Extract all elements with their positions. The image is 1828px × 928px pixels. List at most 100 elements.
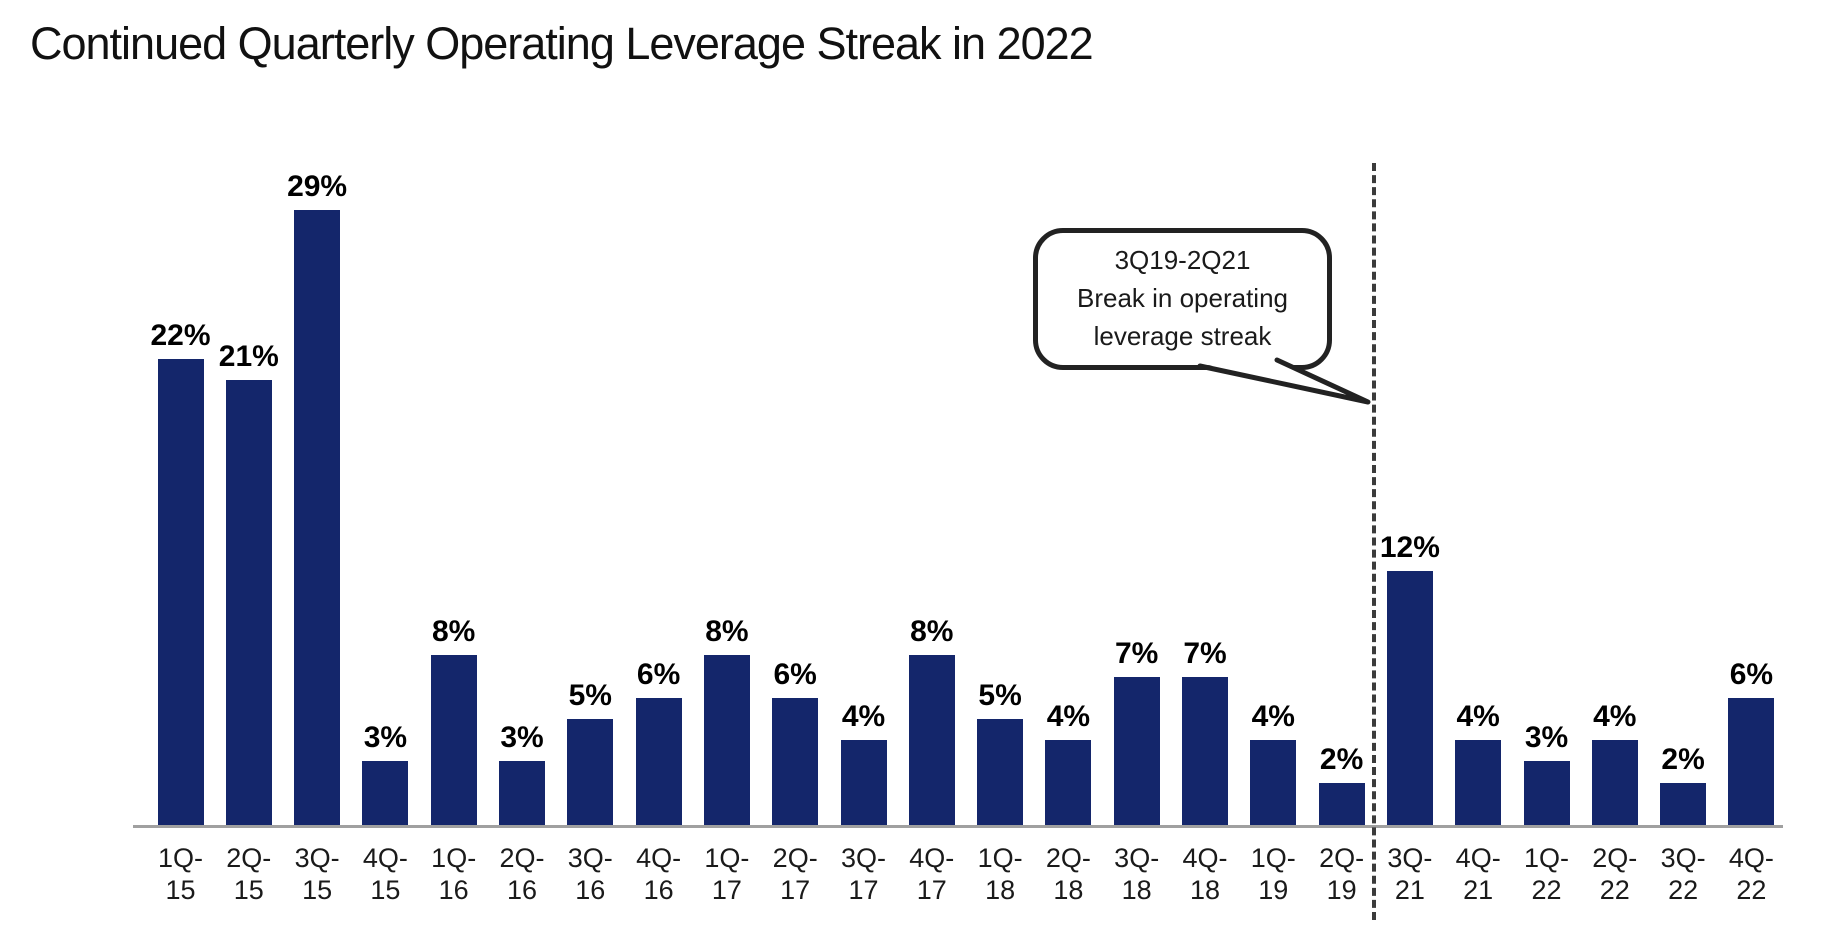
tick-line-quarter: 2Q- [226,843,272,873]
bar-value-label: 4% [841,700,886,733]
tick-line-quarter: 4Q- [1182,843,1228,873]
tick-line-year: 22 [1736,874,1767,905]
tick-line-year: 15 [233,874,264,905]
bar-column-1q-15: 22% [146,150,215,825]
x-axis-tick-label: 2Q- 19 [1307,843,1376,907]
bar-value-label: 8% [910,615,954,648]
bar [1660,783,1707,825]
bar-column-1q-22: 3% [1512,150,1581,825]
bar-column-3q-21: 12% [1375,150,1444,825]
bar-column-1q-17: 8% [692,150,761,825]
bar-value-label: 4% [1456,700,1500,733]
tick-line-quarter: 2Q- [499,843,545,873]
bar-column-4q-21: 4% [1444,150,1513,825]
bar [1523,761,1570,825]
tick-line-quarter: 3Q- [294,843,340,873]
bar-value-label: 5% [568,679,612,712]
bar-column-3q-15: 29% [283,150,352,825]
bar [772,698,819,825]
x-axis-tick-label: 2Q- 17 [761,843,830,907]
bar-value-label: 5% [978,679,1022,712]
bar [1455,740,1502,825]
bar-value-label: 22% [150,319,211,352]
tick-line-year: 16 [643,874,674,905]
tick-line-quarter: 3Q- [1660,843,1706,873]
x-axis-tick-label: 4Q- 18 [1171,843,1240,907]
bar [1045,740,1092,825]
bar-column-4q-16: 6% [624,150,693,825]
bar-value-label: 12% [1379,531,1440,564]
bar [703,655,750,825]
tick-line-year: 18 [1053,874,1084,905]
tick-line-quarter: 4Q- [362,843,408,873]
bar-column-1q-19: 4% [1239,150,1308,825]
tick-line-quarter: 3Q- [840,843,886,873]
tick-line-year: 16 [438,874,469,905]
bar-column-3q-17: 4% [829,150,898,825]
bar-column-4q-22: 6% [1717,150,1786,825]
tick-line-year: 22 [1531,874,1562,905]
bar-column-3q-16: 5% [556,150,625,825]
tick-line-year: 18 [1189,874,1221,905]
bar-value-label: 8% [705,615,749,648]
tick-line-year: 22 [1599,874,1630,905]
bar-column-2q-16: 3% [488,150,557,825]
callout-tail [1197,357,1371,405]
bar-value-label: 4% [1046,700,1091,733]
x-axis-tick-label: 1Q- 16 [419,843,488,907]
x-axis-tick-label: 2Q- 16 [488,843,557,907]
x-axis-tick-label: 4Q- 21 [1444,843,1513,907]
bar-column-2q-19: 2% [1307,150,1376,825]
chart-title: Continued Quarterly Operating Leverage S… [30,18,1094,69]
bar [499,761,545,825]
bar [157,359,204,825]
tick-line-quarter: 2Q- [772,843,818,873]
bar [1113,677,1160,825]
bar-value-label: 6% [636,658,681,691]
tick-line-year: 16 [575,874,606,905]
bar [1386,571,1433,825]
tick-line-quarter: 2Q- [1045,843,1091,873]
x-axis-tick-label: 3Q- 17 [829,843,898,907]
tick-line-year: 16 [506,874,538,905]
bar-value-label: 3% [363,721,408,754]
tick-line-year: 19 [1258,874,1289,905]
x-axis-tick-label: 3Q- 21 [1375,843,1444,907]
bar-value-label: 29% [287,170,348,203]
bar-column-3q-22: 2% [1649,150,1718,825]
bar-value-label: 2% [1319,743,1364,776]
bar-column-2q-18: 4% [1034,150,1103,825]
tick-line-year: 18 [985,874,1016,905]
bar-value-label: 7% [1115,637,1159,670]
x-axis-tick-label: 3Q- 22 [1649,843,1718,907]
x-axis-tick-label: 3Q- 16 [556,843,625,907]
bar [977,719,1024,825]
bar-value-label: 3% [1524,721,1569,754]
bar [1182,677,1228,825]
annotation-callout: 3Q19-2Q21 Break in operating leverage st… [1033,228,1332,370]
bar-value-label: 8% [432,615,476,648]
tick-line-year: 15 [165,874,196,905]
tick-line-year: 17 [848,874,879,905]
tick-line-year: 22 [1668,874,1699,905]
x-axis-tick-label: 1Q- 18 [966,843,1035,907]
bar [294,210,341,825]
bar-column-1q-18: 5% [966,150,1035,825]
bar-column-4q-15: 3% [351,150,420,825]
tick-line-quarter: 2Q- [1319,843,1365,873]
bar-column-2q-17: 6% [761,150,830,825]
bar [1728,698,1775,825]
bar-value-label: 2% [1661,743,1705,776]
x-axis-tick-label: 4Q- 22 [1717,843,1786,907]
x-axis-tick-label: 2Q- 18 [1034,843,1103,907]
bar-column-2q-15: 21% [214,150,283,825]
tick-line-quarter: 1Q- [157,843,203,873]
tick-line-year: 17 [780,874,811,905]
tick-line-year: 21 [1463,874,1494,905]
streak-break-divider-line [1372,163,1376,920]
x-axis-tick-label: 2Q- 22 [1580,843,1649,907]
annotation-line-2: Break in operating [1076,283,1289,314]
tick-line-quarter: 1Q- [1523,843,1569,873]
